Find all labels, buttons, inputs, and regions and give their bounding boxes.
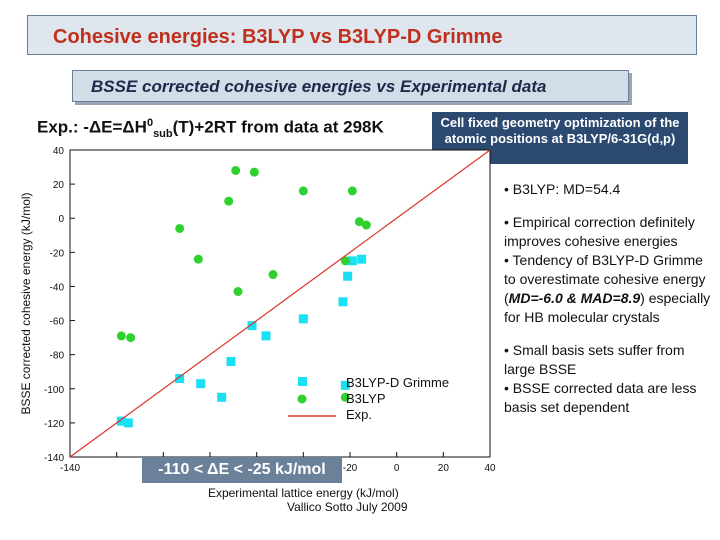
x-tick-label: 20: [438, 463, 450, 474]
b3lyp-d-point: [357, 254, 367, 264]
b3lyp-point: [126, 333, 136, 343]
experimental-formula-label: Exp.: -ΔE=ΔH0sub(T)+2RT from data at 298…: [37, 117, 384, 140]
legend-marker-b3lyp: [297, 394, 307, 404]
b3lyp-d-point: [123, 418, 133, 428]
bullet-list: • B3LYP: MD=54.4 • Empirical correction …: [504, 180, 714, 431]
b3lyp-point: [268, 270, 278, 280]
b3lyp-d-point: [175, 374, 185, 384]
b3lyp-point: [249, 167, 259, 177]
exp-diagonal-line: [69, 149, 491, 458]
bullet-empirical: • Empirical correction definitely improv…: [504, 213, 714, 327]
y-tick-label: -20: [50, 248, 65, 259]
bullet-empirical-text: • Empirical correction definitely improv…: [504, 214, 695, 249]
b3lyp-point: [347, 186, 357, 196]
formula-sub: sub: [153, 128, 173, 141]
slide-subtitle: BSSE corrected cohesive energies vs Expe…: [91, 77, 547, 96]
bullet-basis: • Small basis sets suffer from large BSS…: [504, 341, 714, 417]
bullet-tendency-text: • Tendency of B3LYP-D Grimme to overesti…: [504, 252, 706, 306]
b3lyp-point: [298, 186, 308, 196]
y-axis-label: BSSE corrected cohesive energy (kJ/mol): [19, 192, 33, 414]
b3lyp-d-point: [298, 314, 308, 324]
subtitle-box: BSSE corrected cohesive energies vs Expe…: [72, 70, 629, 102]
legend-label-b3lyp-d: B3LYP-D Grimme: [346, 375, 449, 390]
x-axis-label: Experimental lattice energy (kJ/mol): [208, 486, 399, 500]
b3lyp-point: [193, 254, 203, 264]
b3lyp-d-point: [116, 416, 126, 426]
scatter-chart: 40 20 0 -20 -40 -60 -80 -100 -120 -140-140 -20 0 20 4…: [19, 146, 496, 500]
y-tick-label: -60: [50, 317, 65, 328]
b3lyp-d-point: [247, 321, 257, 331]
x-tick-label: 0: [394, 463, 400, 474]
b3lyp-d-point: [226, 356, 236, 366]
bullet-b3lyp-md: • B3LYP: MD=54.4: [504, 181, 621, 197]
b3lyp-d-point: [196, 379, 206, 389]
b3lyp-d-point: [338, 297, 348, 307]
bullet-md-values: MD=-6.0 & MAD=8.9: [508, 290, 641, 306]
y-tick-label: -40: [50, 282, 65, 293]
x-tick-label: 40: [484, 463, 496, 474]
b3lyp-point: [116, 331, 126, 341]
y-tick-label: 40: [53, 146, 65, 157]
x-tick-label: -140: [60, 463, 80, 474]
formula-sup: 0: [146, 117, 154, 129]
b3lyp-point: [224, 196, 234, 206]
legend-label-b3lyp: B3LYP: [346, 391, 386, 406]
b3lyp-point: [231, 165, 241, 175]
b3lyp-d-point: [217, 392, 227, 402]
b3lyp-point: [340, 256, 350, 266]
b3lyp-d-point: [261, 331, 271, 341]
formula-prefix: Exp.: -ΔE=ΔH: [37, 117, 147, 137]
legend-marker-b3lyp-d: [298, 377, 307, 386]
y-tick-label: 20: [53, 180, 65, 191]
energy-range-box: -110 < ΔE < -25 kJ/mol: [142, 457, 342, 483]
bullet-tendency-tail: ) especially for HB molecular crystals: [504, 290, 711, 325]
y-tick-label: -80: [50, 351, 65, 362]
y-tick-label: -140: [44, 453, 64, 464]
b3lyp-point: [233, 287, 243, 297]
bullet-bsse-text: • BSSE corrected data are less basis set…: [504, 380, 697, 415]
bullet-basis-text: • Small basis sets suffer from large BSS…: [504, 342, 685, 377]
b3lyp-point: [361, 220, 371, 230]
b3lyp-point: [175, 223, 185, 233]
b3lyp-point: [354, 217, 364, 227]
y-tick-label: 0: [58, 214, 64, 225]
y-tick-label: -120: [44, 419, 64, 430]
title-box: Cohesive energies: B3LYP vs B3LYP-D Grim…: [27, 15, 697, 55]
legend-label-exp: Exp.: [346, 407, 372, 422]
y-tick-label: -100: [44, 385, 64, 396]
b3lyp-d-point: [340, 380, 350, 390]
b3lyp-point: [340, 392, 350, 402]
b3lyp-d-point: [343, 271, 353, 281]
slide-title: Cohesive energies: B3LYP vs B3LYP-D Grim…: [53, 26, 503, 48]
footer-credit: Vallico Sotto July 2009: [287, 500, 408, 514]
x-tick-label: -20: [343, 463, 358, 474]
formula-suffix: (T)+2RT from data at 298K: [172, 117, 384, 137]
b3lyp-d-point: [347, 256, 357, 266]
